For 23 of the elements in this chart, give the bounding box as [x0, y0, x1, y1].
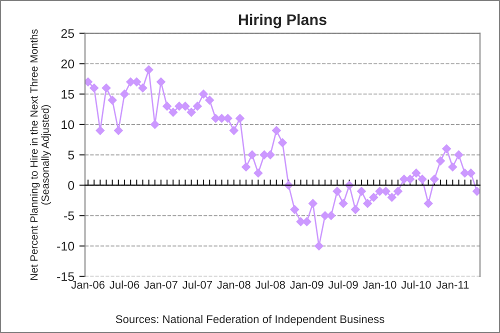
x-tick-label: Jan-07 — [144, 280, 178, 289]
chart-title: Hiring Plans — [238, 14, 326, 28]
y-tick-label: 20 — [61, 59, 74, 68]
x-tick-label: Jan-11 — [436, 280, 469, 289]
y-tick-label: 10 — [62, 120, 74, 130]
x-tick-label: Jul-08 — [255, 280, 285, 289]
y-tick-label: 25 — [61, 29, 74, 38]
x-tick-label: Jan-09 — [290, 280, 324, 289]
y-tick-label: 15 — [62, 90, 74, 99]
y-axis-title: Net Percent Planning to Hire in the Next Three Months (Seasonally Adjusted) — [30, 29, 51, 280]
y-tick-label: 5 — [68, 150, 74, 160]
y-tick-label: -10 — [57, 242, 74, 251]
y-tick-label: -5 — [64, 212, 74, 220]
x-tick-label: Jan-10 — [362, 280, 396, 289]
x-tick-label: Jan-08 — [217, 280, 250, 289]
x-tick-label: Jul-06 — [110, 280, 140, 289]
x-tick-label: Jul-09 — [328, 280, 358, 289]
y-tick-label: 0 — [68, 181, 74, 190]
x-tick-label: Jul-07 — [182, 280, 212, 289]
y-tick-label: -15 — [57, 272, 74, 282]
x-tick-label: Jul-10 — [401, 280, 431, 289]
source-note: Sources: National Federation of Independent Business — [116, 314, 384, 326]
x-tick-label: Jan-06 — [71, 280, 105, 289]
